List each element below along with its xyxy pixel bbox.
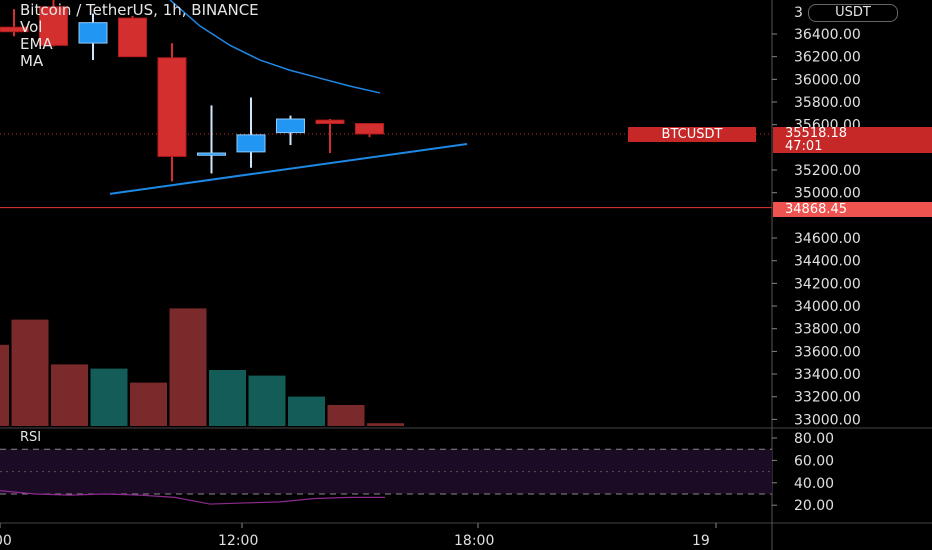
ema-line bbox=[169, 0, 381, 94]
price-axis-label: 33600.00 bbox=[794, 344, 861, 360]
rsi-axis-label: 20.00 bbox=[794, 498, 834, 514]
symbol-title[interactable]: Bitcoin / TetherUS, 1h, BINANCE bbox=[20, 1, 259, 19]
candle-body bbox=[276, 118, 305, 134]
trendline bbox=[109, 142, 468, 195]
indicator-ema[interactable]: EMA bbox=[20, 35, 53, 53]
last-price-tag: 35518.18 47:01 bbox=[773, 127, 932, 153]
price-axis-label: 35000.00 bbox=[794, 186, 861, 202]
currency-button[interactable]: USDT bbox=[808, 4, 898, 22]
price-axis-label: 33800.00 bbox=[794, 322, 861, 338]
time-axis-label: 18:00 bbox=[454, 533, 494, 549]
price-axis-label: 35200.00 bbox=[794, 163, 861, 179]
candle-body bbox=[315, 119, 345, 125]
price-axis-label: 36200.00 bbox=[794, 50, 861, 66]
price-axis-label: 33200.00 bbox=[794, 390, 861, 406]
candle-body bbox=[118, 17, 147, 58]
volume-bar bbox=[90, 368, 128, 426]
price-axis-label: 34600.00 bbox=[794, 231, 861, 247]
volume-bar bbox=[11, 319, 49, 426]
bar-countdown: 47:01 bbox=[785, 139, 823, 154]
volume-bar bbox=[367, 423, 404, 426]
candle-body bbox=[355, 123, 384, 135]
indicator-ma[interactable]: MA bbox=[20, 52, 44, 70]
price-axis-label: 36400.00 bbox=[794, 27, 861, 43]
rsi-axis-label: 60.00 bbox=[794, 453, 834, 469]
candle-body bbox=[39, 6, 68, 46]
price-axis-label: 33400.00 bbox=[794, 367, 861, 383]
candle-body bbox=[78, 22, 108, 44]
indicator-vol[interactable]: Vol bbox=[20, 18, 43, 36]
volume-bar bbox=[288, 396, 325, 426]
volume-bar bbox=[0, 344, 9, 426]
rsi-axis-label: 80.00 bbox=[794, 431, 834, 447]
time-axis-label: 00 bbox=[0, 533, 12, 549]
rsi-label[interactable]: RSI bbox=[20, 430, 42, 445]
horizontal-line-price-tag: 34868.45 bbox=[773, 202, 932, 217]
last-price-value: 35518.18 bbox=[785, 126, 848, 141]
candle-body bbox=[0, 26, 29, 33]
symbol-tag: BTCUSDT bbox=[628, 127, 756, 142]
candle-body bbox=[157, 57, 187, 157]
price-axis-label: 33000.00 bbox=[794, 412, 861, 428]
chart-header: Bitcoin / TetherUS, 1h, BINANCE Vol EMA … bbox=[20, 2, 259, 70]
price-axis-label: 3 bbox=[794, 5, 803, 21]
price-axis-label: 34400.00 bbox=[794, 254, 861, 270]
candle-body bbox=[236, 134, 266, 153]
rsi-line bbox=[0, 490, 385, 505]
volume-bar bbox=[327, 405, 365, 426]
volume-bar bbox=[209, 370, 246, 426]
rsi-axis-label: 40.00 bbox=[794, 476, 834, 492]
volume-bar bbox=[130, 382, 167, 426]
price-axis-label: 35800.00 bbox=[794, 95, 861, 111]
volume-bar bbox=[248, 375, 286, 426]
volume-bar bbox=[169, 308, 207, 426]
time-axis-label: 19 bbox=[692, 533, 710, 549]
price-axis-label: 36000.00 bbox=[794, 72, 861, 88]
time-axis-label: 12:00 bbox=[218, 533, 258, 549]
price-axis-label: 34200.00 bbox=[794, 276, 861, 292]
volume-bar bbox=[51, 364, 88, 426]
candle-body bbox=[197, 152, 226, 156]
price-axis-label: 34000.00 bbox=[794, 299, 861, 315]
